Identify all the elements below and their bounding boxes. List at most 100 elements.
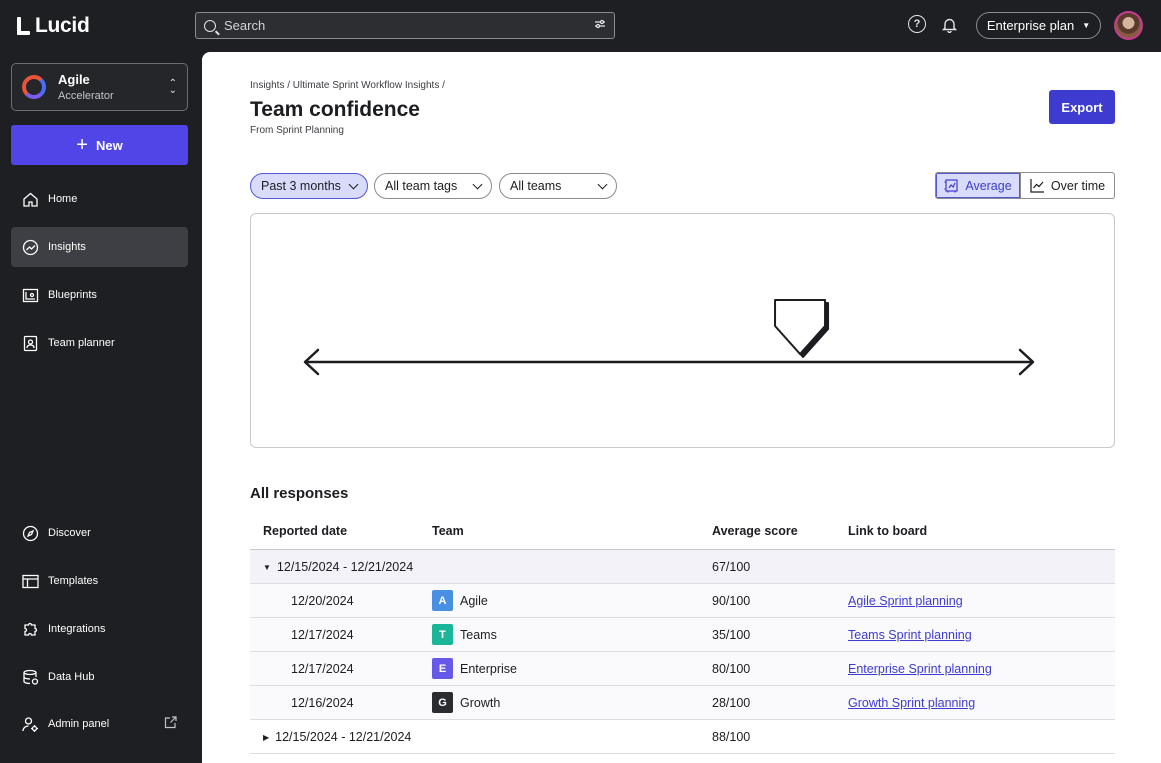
group-score: 67/100	[712, 559, 751, 574]
sidebar-item-templates[interactable]: Templates	[11, 561, 188, 601]
gauge-axis	[303, 348, 1035, 376]
logo-text: Lucid	[35, 14, 90, 37]
page-subtitle: From Sprint Planning	[250, 125, 344, 136]
sidebar-item-label: Admin panel	[48, 718, 110, 730]
caret-down-icon: ▼	[1082, 21, 1091, 30]
team-tags-filter[interactable]: All team tags	[374, 173, 492, 199]
table-group-row[interactable]: ▶ 12/15/2024 - 12/21/2024 88/100	[250, 720, 1115, 754]
team-tags-filter-label: All team tags	[385, 179, 458, 193]
column-header-reported-date[interactable]: Reported date	[263, 523, 348, 538]
blueprints-icon	[22, 287, 39, 304]
top-icons: ?	[908, 15, 958, 33]
team-planner-icon	[22, 335, 39, 352]
column-header-link-to-board[interactable]: Link to board	[848, 523, 928, 538]
new-button-label: New	[95, 137, 123, 153]
period-filter-label: Past 3 months	[261, 179, 341, 193]
row-team: Enterprise	[460, 661, 517, 676]
row-score: 35/100	[712, 627, 751, 642]
board-link[interactable]: Growth Sprint planning	[848, 695, 976, 710]
search-bar[interactable]	[195, 12, 615, 39]
row-team: Agile	[460, 593, 488, 608]
sidebar: Agile Accelerator ⌃ ⌄ + New Home Insights…	[0, 52, 202, 763]
column-header-team[interactable]: Team	[432, 523, 464, 538]
confidence-chart	[250, 213, 1115, 448]
sidebar-item-admin-panel[interactable]: Admin panel	[11, 704, 188, 744]
search-input[interactable]	[224, 18, 594, 33]
sidebar-item-label: Insights	[48, 241, 86, 253]
all-responses-title: All responses	[250, 485, 349, 502]
table-row: 12/17/2024 E Enterprise 80/100 Enterpris…	[250, 652, 1115, 686]
board-link[interactable]: Teams Sprint planning	[848, 627, 972, 642]
row-team: Growth	[460, 695, 501, 710]
sidebar-item-label: Data Hub	[48, 671, 95, 683]
caret-down-icon[interactable]: ▼	[263, 562, 271, 572]
workspace-switcher[interactable]: Agile Accelerator ⌃ ⌄	[11, 63, 188, 111]
workspace-name: Agile	[58, 72, 90, 87]
bell-icon[interactable]	[940, 15, 958, 33]
view-toggle: Average Over time	[935, 172, 1115, 199]
home-icon	[22, 191, 39, 208]
external-link-icon[interactable]	[164, 716, 177, 729]
sidebar-item-data-hub[interactable]: Data Hub	[11, 657, 188, 697]
table-group-row[interactable]: ▼ 12/15/2024 - 12/21/2024 67/100	[250, 550, 1115, 584]
group-date-range: 12/15/2024 - 12/21/2024	[275, 729, 412, 744]
database-icon	[22, 669, 39, 686]
table-header: Reported date Team Average score Link to…	[250, 512, 1115, 550]
column-header-average-score[interactable]: Average score	[712, 523, 798, 538]
board-link[interactable]: Agile Sprint planning	[848, 593, 963, 608]
group-date-range: 12/15/2024 - 12/21/2024	[276, 559, 414, 574]
confidence-gauge	[303, 299, 1035, 376]
search-icon	[204, 19, 216, 32]
lucid-logo-mark-icon	[17, 17, 31, 35]
table-row: 12/17/2024 T Teams 35/100 Teams Sprint p…	[250, 618, 1115, 652]
new-button[interactable]: + New	[11, 125, 188, 165]
page-title: Team confidence	[250, 98, 420, 121]
over-time-view-button[interactable]: Over time	[1020, 173, 1114, 198]
row-date: 12/16/2024	[291, 695, 354, 710]
workspace-logo-icon	[22, 75, 46, 99]
main-content: Insights / Ultimate Sprint Workflow Insi…	[202, 52, 1161, 763]
export-button[interactable]: Export	[1049, 90, 1115, 124]
lucid-logo[interactable]: Lucid	[17, 14, 90, 38]
puzzle-icon	[22, 621, 39, 638]
group-score: 88/100	[712, 729, 751, 744]
line-chart-icon	[1030, 179, 1044, 193]
sidebar-item-integrations[interactable]: Integrations	[11, 609, 188, 649]
sidebar-item-insights[interactable]: Insights	[11, 227, 188, 267]
avatar-image	[1116, 13, 1141, 38]
period-filter[interactable]: Past 3 months	[250, 173, 368, 199]
workspace-subtitle: Accelerator	[58, 90, 114, 102]
table-row: 12/16/2024 G Growth 28/100 Growth Sprint…	[250, 686, 1115, 720]
team-badge: T	[432, 624, 453, 645]
caret-right-icon[interactable]: ▶	[263, 732, 270, 742]
chevron-down-icon	[472, 179, 483, 189]
breadcrumb[interactable]: Insights / Ultimate Sprint Workflow Insi…	[250, 80, 445, 91]
table-row: 12/20/2024 A Agile 90/100 Agile Sprint p…	[250, 584, 1115, 618]
sidebar-item-blueprints[interactable]: Blueprints	[11, 275, 188, 315]
row-score: 90/100	[712, 593, 751, 608]
sidebar-item-label: Blueprints	[48, 289, 97, 301]
teams-filter-label: All teams	[510, 179, 562, 193]
avatar[interactable]	[1114, 11, 1143, 40]
row-team: Teams	[460, 627, 497, 642]
search-filter-icon[interactable]	[594, 18, 606, 33]
row-score: 80/100	[712, 661, 751, 676]
team-badge: A	[432, 590, 453, 611]
help-icon[interactable]: ?	[908, 15, 926, 33]
teams-filter[interactable]: All teams	[499, 173, 617, 199]
templates-icon	[22, 573, 39, 590]
sidebar-item-label: Home	[48, 193, 78, 205]
arrow-left-icon	[303, 348, 320, 376]
sidebar-item-label: Team planner	[48, 337, 115, 349]
plan-label: Enterprise plan	[986, 18, 1075, 33]
top-bar: Lucid ? Enterprise plan ▼	[0, 0, 1161, 52]
sidebar-item-team-planner[interactable]: Team planner	[11, 323, 188, 363]
sidebar-item-discover[interactable]: Discover	[11, 513, 188, 553]
row-date: 12/20/2024	[291, 593, 354, 608]
chevron-down-icon	[348, 179, 359, 189]
board-link[interactable]: Enterprise Sprint planning	[848, 661, 992, 676]
average-view-button[interactable]: Average	[936, 173, 1020, 198]
plan-dropdown[interactable]: Enterprise plan ▼	[976, 12, 1101, 39]
sidebar-item-home[interactable]: Home	[11, 179, 188, 219]
admin-gear-icon	[22, 716, 39, 733]
